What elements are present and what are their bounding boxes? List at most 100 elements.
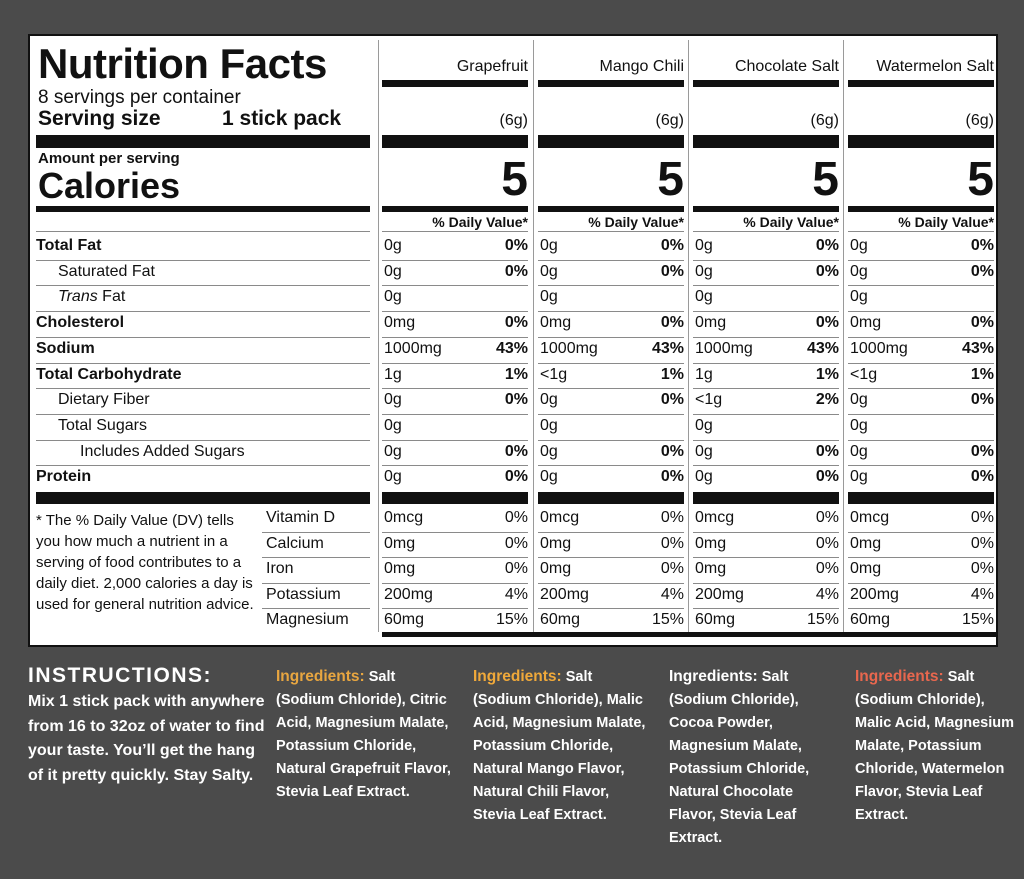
mineral-amount: 200mg: [850, 585, 899, 603]
mineral-amount: 0mg: [695, 534, 727, 552]
calories-value: 5: [967, 153, 994, 206]
row-rule: [848, 259, 994, 261]
ingredients-text: Salt (Sodium Chloride), Citric Acid, Mag…: [276, 669, 451, 800]
row-rule: [538, 413, 684, 415]
row-rule: [693, 582, 839, 584]
thin-rule: [382, 231, 528, 232]
nutrient-daily-value: 1%: [504, 365, 528, 383]
row-rule: [538, 285, 684, 287]
nutrient-daily-value: 0%: [815, 314, 839, 332]
row-rule: [538, 362, 684, 364]
mineral-daily-value: 4%: [504, 585, 528, 603]
nutrient-label-italic: Trans: [58, 288, 98, 306]
row-rule: [848, 336, 994, 338]
ingredients-block: Ingredients: Salt (Sodium Chloride), Mal…: [473, 665, 651, 827]
nutrient-amount: 0g: [540, 237, 558, 254]
nutrient-amount: 0g: [540, 416, 558, 434]
nutrient-amount: <1g: [850, 365, 878, 383]
thick-rule: [538, 80, 684, 87]
mineral-label: Magnesium: [266, 611, 349, 629]
nutrient-daily-value: 0%: [504, 391, 528, 409]
nutrient-daily-value: 0%: [660, 468, 684, 486]
mineral-daily-value: 4%: [815, 585, 839, 603]
serving-grams: (6g): [655, 112, 684, 129]
serving-grams: (6g): [810, 112, 839, 129]
nutrient-amount: 0g: [850, 288, 868, 306]
row-rule: [382, 557, 528, 559]
row-rule: [538, 557, 684, 559]
nutrient-amount: 0g: [850, 416, 868, 434]
mineral-amount: 60mg: [850, 611, 891, 629]
row-rule: [538, 259, 684, 261]
thick-rule: [36, 135, 370, 148]
nutrient-daily-value: 0%: [970, 442, 994, 460]
daily-value-footnote: * The % Daily Value (DV) tells you how m…: [36, 512, 254, 613]
mineral-label: Potassium: [266, 585, 341, 603]
row-rule: [262, 531, 370, 533]
mineral-daily-value: 0%: [504, 560, 528, 578]
mineral-amount: 200mg: [384, 585, 433, 603]
nutrient-label-text: Total Carbohydrate: [36, 365, 182, 383]
ingredients-label: Ingredients:: [669, 668, 758, 685]
mineral-daily-value: 0%: [660, 560, 684, 578]
ingredients-block: Ingredients: Salt (Sodium Chloride), Cit…: [276, 665, 454, 804]
row-rule: [262, 557, 370, 559]
row-rule: [36, 439, 370, 441]
nutrient-amount: 0mg: [850, 314, 882, 332]
mineral-amount: 0mg: [695, 560, 727, 578]
instructions-title: INSTRUCTIONS:: [28, 664, 212, 687]
nutrient-daily-value: 43%: [495, 339, 528, 357]
mineral-daily-value: 0%: [660, 509, 684, 526]
row-rule: [36, 336, 370, 338]
calories-value: 5: [812, 153, 839, 206]
flavor-name: Grapefruit: [456, 58, 528, 75]
nutrient-daily-value: 0%: [504, 442, 528, 460]
row-rule: [693, 336, 839, 338]
row-rule: [848, 439, 994, 441]
medium-rule: [848, 206, 994, 212]
nutrient-amount: 0g: [695, 237, 713, 254]
mineral-amount: 0mg: [540, 534, 572, 552]
servings-per-container: 8 servings per container: [38, 87, 241, 108]
nutrient-daily-value: 0%: [504, 262, 528, 280]
nutrient-amount: 0g: [850, 391, 868, 409]
row-rule: [693, 362, 839, 364]
row-rule: [693, 311, 839, 313]
nutrient-daily-value: 0%: [504, 314, 528, 332]
mineral-amount: 0mg: [384, 560, 416, 578]
mineral-amount: 0mg: [540, 560, 572, 578]
row-rule: [848, 362, 994, 364]
mineral-daily-value: 0%: [815, 534, 839, 552]
nutrient-amount: 0mg: [384, 314, 416, 332]
nutrient-amount: 1000mg: [540, 339, 598, 357]
nutrient-label-text: Total Fat: [36, 237, 102, 254]
nutrient-amount: 0g: [540, 391, 558, 409]
row-rule: [382, 259, 528, 261]
mineral-daily-value: 0%: [815, 560, 839, 578]
nutrient-daily-value: 0%: [660, 237, 684, 254]
nutrient-label: Cholesterol: [36, 314, 124, 332]
mineral-amount: 0mcg: [540, 509, 580, 526]
medium-rule: [382, 206, 528, 212]
nutrient-amount: 0g: [540, 442, 558, 460]
mineral-daily-value: 0%: [970, 509, 994, 526]
medium-rule: [36, 206, 370, 212]
mineral-amount: 0mg: [384, 534, 416, 552]
nutrient-amount: 0g: [695, 468, 713, 486]
nutrient-daily-value: 43%: [961, 339, 994, 357]
flavor-name: Chocolate Salt: [734, 58, 839, 75]
nutrient-daily-value: 0%: [660, 314, 684, 332]
nutrient-label-text: Sodium: [36, 339, 95, 357]
nutrient-daily-value: 0%: [660, 442, 684, 460]
medium-rule: [693, 206, 839, 212]
row-rule: [538, 439, 684, 441]
nutrition-facts-title: Nutrition Facts: [38, 40, 327, 87]
daily-value-header: % Daily Value*: [898, 214, 994, 230]
row-rule: [538, 311, 684, 313]
serving-grams: (6g): [499, 112, 528, 129]
nutrient-amount: 0g: [384, 391, 402, 409]
row-rule: [848, 531, 994, 533]
nutrient-amount: 1g: [695, 365, 713, 383]
nutrient-daily-value: 0%: [815, 468, 839, 486]
column-divider: [378, 40, 379, 632]
